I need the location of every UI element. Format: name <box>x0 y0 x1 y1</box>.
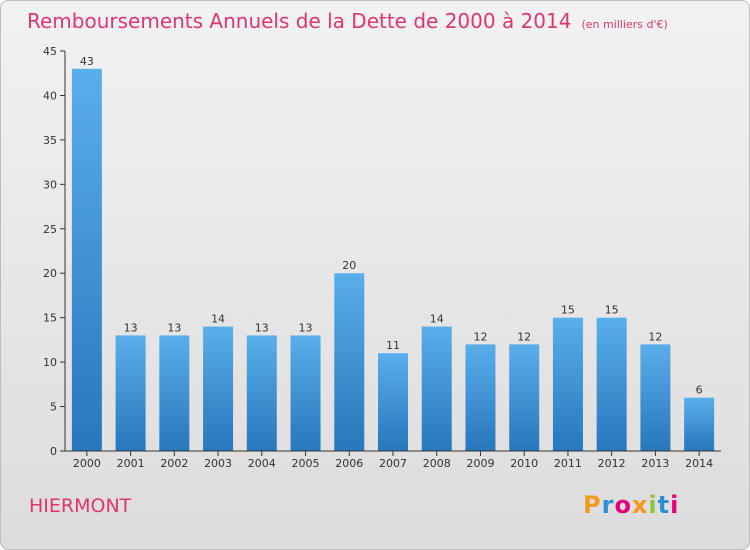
x-tick-label: 2007 <box>379 457 407 470</box>
x-tick-label: 2008 <box>423 457 451 470</box>
y-tick-label: 40 <box>43 89 57 102</box>
bar <box>246 335 277 451</box>
x-tick-label: 2002 <box>160 457 188 470</box>
logo-letter: P <box>583 491 602 519</box>
bar <box>71 68 102 452</box>
y-tick-label: 20 <box>43 267 57 280</box>
bar <box>552 317 583 451</box>
x-tick-label: 2000 <box>73 457 101 470</box>
x-tick-label: 2013 <box>641 457 669 470</box>
bar-value-label: 15 <box>605 304 619 317</box>
x-tick-label: 2005 <box>292 457 320 470</box>
y-tick-label: 15 <box>43 312 57 325</box>
bar <box>509 344 540 451</box>
logo-letter: i <box>670 491 680 519</box>
bar-value-label: 13 <box>167 321 181 334</box>
bar <box>596 317 627 451</box>
bar-value-label: 14 <box>430 313 444 326</box>
bar <box>684 397 715 451</box>
x-tick-label: 2001 <box>117 457 145 470</box>
y-tick-label: 35 <box>43 134 57 147</box>
bar-value-label: 11 <box>386 339 400 352</box>
chart-unit: (en milliers d'€) <box>581 18 668 31</box>
bar <box>421 326 452 451</box>
bar-value-label: 13 <box>124 321 138 334</box>
logo-letter: t <box>657 491 671 519</box>
commune-name: HIERMONT <box>29 495 132 517</box>
x-tick-label: 2012 <box>598 457 626 470</box>
x-tick-label: 2006 <box>335 457 363 470</box>
y-tick-label: 25 <box>43 223 57 236</box>
bar <box>465 344 496 451</box>
bar-value-label: 14 <box>211 313 225 326</box>
bar <box>290 335 321 451</box>
bar-value-label: 20 <box>342 259 356 272</box>
x-tick-label: 2009 <box>466 457 494 470</box>
y-tick-label: 5 <box>50 401 57 414</box>
bar <box>115 335 146 451</box>
logo-letter: i <box>648 491 658 519</box>
bar <box>159 335 190 451</box>
x-tick-label: 2010 <box>510 457 538 470</box>
y-tick-label: 0 <box>50 445 57 458</box>
bar-value-label: 13 <box>255 321 269 334</box>
bar <box>203 326 234 451</box>
chart-title-text: Remboursements Annuels de la Dette de 20… <box>27 9 572 33</box>
logo-letter: o <box>614 491 632 519</box>
x-tick-label: 2004 <box>248 457 276 470</box>
bar <box>640 344 671 451</box>
bar-value-label: 12 <box>517 330 531 343</box>
bar-value-label: 43 <box>80 55 94 68</box>
proxiti-logo: Proxiti <box>583 491 679 519</box>
bar-value-label: 13 <box>299 321 313 334</box>
x-tick-label: 2011 <box>554 457 582 470</box>
y-tick-label: 10 <box>43 356 57 369</box>
chart-title: Remboursements Annuels de la Dette de 20… <box>27 9 668 33</box>
bar-value-label: 15 <box>561 304 575 317</box>
logo-letter: r <box>601 491 615 519</box>
y-tick-label: 30 <box>43 178 57 191</box>
x-tick-label: 2003 <box>204 457 232 470</box>
bar-value-label: 12 <box>648 330 662 343</box>
logo-letter: x <box>631 491 649 519</box>
bar-value-label: 12 <box>473 330 487 343</box>
bar-value-label: 6 <box>696 384 703 397</box>
bar <box>334 273 365 451</box>
bars-layer: 43 13 13 14 13 13 20 11 14 12 12 15 15 12 6 <box>71 55 715 452</box>
x-tick-label: 2014 <box>685 457 713 470</box>
axes-layer: 0 5 10 15 20 25 30 35 40 45 2000 2001 2002 2003 2004 20… <box>43 45 721 470</box>
bar <box>378 353 408 451</box>
y-tick-label: 45 <box>43 45 57 58</box>
